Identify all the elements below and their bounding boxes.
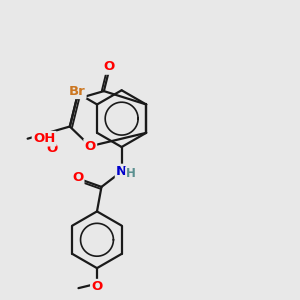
Text: Br: Br <box>69 85 85 98</box>
Text: OH: OH <box>33 132 56 145</box>
Text: H: H <box>126 167 136 180</box>
Text: O: O <box>46 142 58 155</box>
Text: O: O <box>85 140 96 153</box>
Text: N: N <box>116 165 127 178</box>
Text: O: O <box>103 61 115 74</box>
Text: O: O <box>72 171 83 184</box>
Text: O: O <box>92 280 103 293</box>
